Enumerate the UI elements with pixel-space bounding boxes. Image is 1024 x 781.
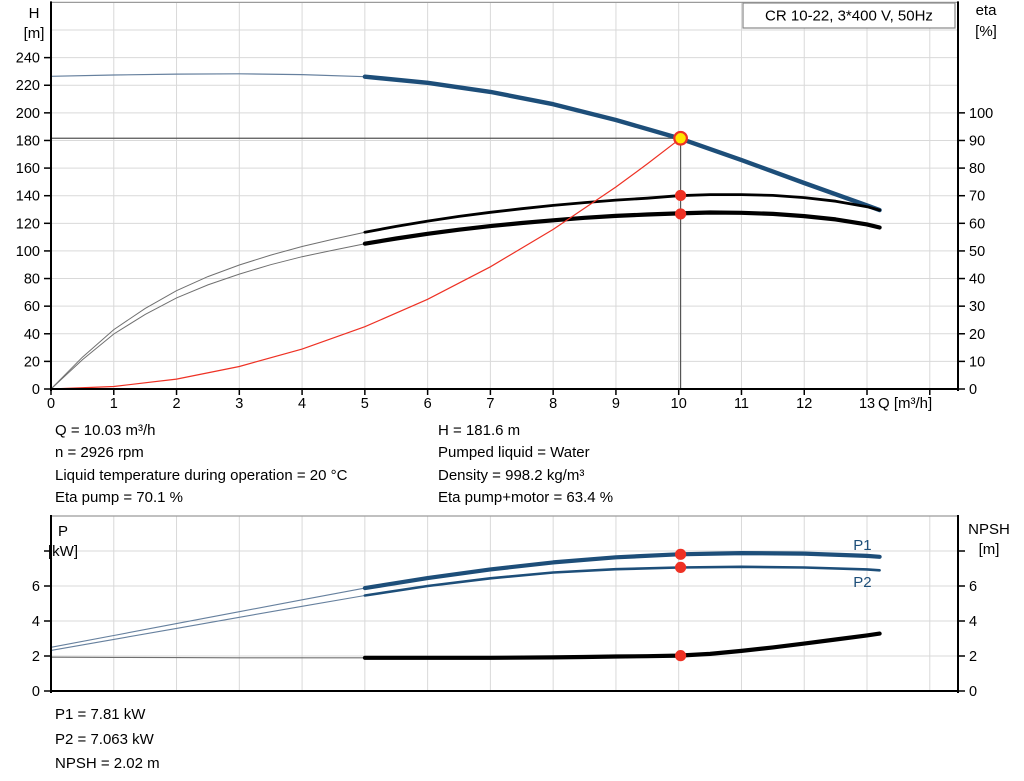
system-curve-curve bbox=[50, 137, 681, 390]
tick-label-left: 140 bbox=[16, 189, 40, 205]
tick-label-left: 100 bbox=[16, 244, 40, 260]
tick-label-left: 60 bbox=[24, 299, 40, 315]
tick-label-left: 6 bbox=[32, 579, 40, 595]
duty-info-line-h: H = 181.6 m bbox=[438, 422, 521, 439]
duty-info-line-eta-total: Eta pump+motor = 63.4 % bbox=[438, 489, 614, 507]
tick-label-left: 200 bbox=[16, 106, 40, 122]
duty-info-right-column: H = 181.6 m Pumped liquid = Water Densit… bbox=[438, 420, 613, 510]
tick-label-right: 0 bbox=[969, 684, 977, 700]
title-box bbox=[742, 2, 956, 29]
left-axis-name: H bbox=[29, 5, 40, 22]
tick-label-right: 2 bbox=[969, 649, 977, 665]
tick-label-left: 220 bbox=[16, 78, 40, 94]
right-axis-unit: [m] bbox=[979, 541, 1000, 558]
npsh-curve bbox=[362, 631, 882, 660]
result-line-npsh: NPSH = 2.02 m bbox=[55, 755, 160, 772]
tick-label-right: 4 bbox=[969, 614, 977, 630]
tick-label-x: 8 bbox=[549, 396, 557, 412]
tick-label-right: 50 bbox=[969, 244, 985, 260]
tick-label-left: 120 bbox=[16, 216, 40, 232]
right-axis-unit: [%] bbox=[975, 23, 997, 40]
qh-curve-thin bbox=[50, 73, 365, 78]
tick-label-left: 240 bbox=[16, 51, 40, 67]
duty-point-marker bbox=[673, 130, 688, 146]
p1-point-marker bbox=[674, 548, 687, 560]
duty-info-line-n: n = 2926 rpm bbox=[55, 444, 144, 462]
p2-point-marker bbox=[674, 561, 687, 573]
result-line-p2: P2 = 7.063 kW bbox=[55, 730, 154, 748]
tick-label-left: 4 bbox=[32, 614, 40, 630]
tick-label-right: 90 bbox=[969, 133, 985, 149]
tick-label-x: 0 bbox=[47, 396, 55, 412]
p1-curve-thin bbox=[50, 587, 366, 648]
tick-label-x: 13 bbox=[859, 396, 875, 412]
tick-label-x: 1 bbox=[110, 396, 118, 412]
left-axis-unit: [m] bbox=[24, 25, 45, 42]
right-axis-name: eta bbox=[976, 2, 998, 19]
duty-info-left-column: Q = 10.03 m³/h n = 2926 rpm Liquid tempe… bbox=[55, 420, 347, 510]
tick-label-left: 20 bbox=[24, 354, 40, 370]
qh-curve bbox=[362, 74, 882, 213]
npsh-curve-thin bbox=[50, 656, 365, 659]
tick-label-right: 6 bbox=[969, 579, 977, 595]
tick-label-right: 10 bbox=[969, 354, 985, 370]
tick-label-x: 6 bbox=[424, 396, 432, 412]
p1-curve bbox=[362, 550, 882, 591]
duty-info-line-density: Density = 998.2 kg/m³ bbox=[438, 466, 585, 484]
tick-label-left: 40 bbox=[24, 327, 40, 343]
chart-title: CR 10-22, 3*400 V, 50Hz bbox=[765, 8, 933, 25]
tick-label-right: 30 bbox=[969, 299, 985, 315]
eta-motor-point-marker bbox=[674, 208, 687, 220]
tick-label-x: 2 bbox=[173, 396, 181, 412]
tick-label-right: 70 bbox=[969, 189, 985, 205]
p1-series-label: P1 bbox=[853, 537, 871, 554]
tick-label-x: 11 bbox=[734, 396, 749, 412]
tick-label-left: 2 bbox=[32, 649, 40, 665]
tick-label-left: 0 bbox=[32, 382, 40, 398]
tick-label-left: 80 bbox=[24, 272, 40, 288]
eta-pump-curve-thin bbox=[50, 231, 366, 390]
eta-pump-curve bbox=[363, 193, 881, 234]
tick-label-right: 20 bbox=[969, 327, 985, 343]
tick-label-x: 12 bbox=[796, 396, 812, 412]
tick-label-left: 160 bbox=[16, 161, 40, 177]
p2-curve bbox=[363, 565, 881, 597]
tick-label-left: 180 bbox=[16, 133, 40, 149]
p2-curve-thin bbox=[50, 594, 365, 651]
duty-info-line-liquid: Pumped liquid = Water bbox=[438, 444, 590, 462]
tick-label-right: 0 bbox=[969, 382, 977, 398]
left-axis-name: P bbox=[58, 523, 68, 540]
left-axis-unit: [kW] bbox=[48, 543, 78, 560]
tick-label-x: 7 bbox=[486, 396, 494, 412]
duty-info-line-eta-pump: Eta pump = 70.1 % bbox=[55, 489, 183, 507]
tick-label-right: 100 bbox=[969, 106, 993, 122]
duty-info-line-q: Q = 10.03 m³/h bbox=[55, 422, 156, 439]
eta-pump-point-marker bbox=[674, 189, 687, 202]
x-axis-title: Q [m³/h] bbox=[878, 395, 932, 412]
result-line-p1: P1 = 7.81 kW bbox=[55, 706, 146, 723]
tick-label-left: 0 bbox=[32, 684, 40, 700]
p2-series-label: P2 bbox=[853, 574, 871, 591]
npsh-point-marker bbox=[674, 650, 687, 662]
tick-label-right: 40 bbox=[969, 272, 985, 288]
tick-label-right: 60 bbox=[969, 216, 985, 232]
tick-label-x: 5 bbox=[361, 396, 369, 412]
result-info-block: P1 = 7.81 kW P2 = 7.063 kW NPSH = 2.02 m bbox=[55, 703, 160, 777]
tick-label-x: 10 bbox=[671, 396, 687, 412]
tick-label-x: 3 bbox=[235, 396, 243, 412]
tick-label-x: 9 bbox=[612, 396, 620, 412]
eta-pump-motor-curve-thin bbox=[50, 243, 365, 390]
right-axis-name: NPSH bbox=[968, 521, 1010, 538]
duty-info-line-temp: Liquid temperature during operation = 20… bbox=[55, 466, 348, 484]
tick-label-right: 80 bbox=[969, 161, 985, 177]
tick-label-x: 4 bbox=[298, 396, 306, 412]
eta-pump-motor-curve bbox=[362, 210, 882, 246]
